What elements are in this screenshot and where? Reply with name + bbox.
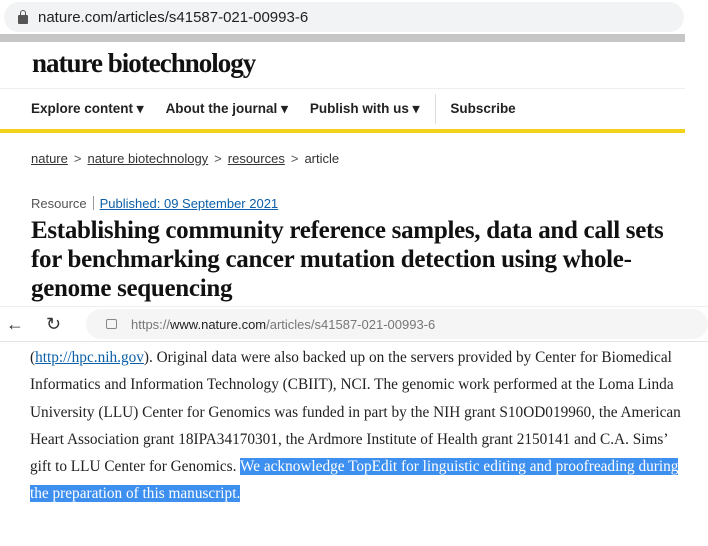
- nav-label: Publish with us: [309, 101, 409, 116]
- breadcrumb: nature > nature biotechnology > resources > ar…: [31, 151, 339, 166]
- article-title: Establishing community reference samples…: [31, 217, 664, 302]
- url-text: nature.com/articles/s41587-021-00993-6: [38, 8, 309, 26]
- accent-bar: [0, 129, 685, 133]
- chevron-down-icon: ▾: [412, 101, 420, 116]
- acknowledgements-text: (http://hpc.nih.gov). Original data were…: [30, 344, 690, 508]
- address-bar[interactable]: https://www.nature.com/articles/s41587-0…: [86, 309, 708, 339]
- url-domain: www.nature.com: [170, 316, 267, 332]
- article-meta: Resource Published: 09 September 2021: [31, 196, 278, 211]
- hpc-link[interactable]: http://hpc.nih.gov: [35, 349, 144, 366]
- divider-strip: [0, 34, 685, 42]
- reload-icon[interactable]: ↻: [46, 313, 62, 334]
- breadcrumb-article: article: [304, 151, 340, 166]
- main-nav: Explore content ▾ About the journal ▾ Pu…: [31, 94, 538, 124]
- back-arrow-icon[interactable]: ←: [6, 313, 24, 334]
- nav-publish[interactable]: Publish with us ▾: [310, 101, 420, 124]
- chevron-down-icon: ▾: [136, 101, 144, 116]
- nav-about-journal[interactable]: About the journal ▾: [166, 101, 288, 124]
- article-type: Resource: [31, 196, 87, 211]
- lock-icon: [106, 319, 117, 329]
- url-path: /articles/s41587-021-00993-6: [266, 316, 436, 332]
- paren: (: [30, 349, 36, 366]
- address-bar-top[interactable]: nature.com/articles/s41587-021-00993-6: [4, 2, 684, 32]
- breadcrumb-resources[interactable]: resources: [227, 151, 285, 166]
- breadcrumb-journal[interactable]: nature biotechnology: [87, 151, 209, 166]
- nav-label: About the journal: [165, 101, 278, 116]
- nav-label: Explore content: [31, 101, 134, 116]
- site-logo[interactable]: nature biotechnology: [32, 48, 256, 78]
- nav-subscribe[interactable]: Subscribe: [450, 101, 516, 116]
- breadcrumb-nature[interactable]: nature: [31, 151, 68, 166]
- url-prefix: https://: [131, 316, 171, 332]
- body-text: ). Original data were also backed up on …: [30, 349, 681, 476]
- divider: [0, 88, 685, 89]
- meta-separator: [92, 196, 94, 210]
- chevron-right-icon: >: [214, 151, 222, 166]
- browser-toolbar: ← ↻ https://www.nature.com/articles/s415…: [0, 306, 708, 342]
- nav-separator: [435, 94, 437, 124]
- chevron-right-icon: >: [290, 151, 299, 166]
- chevron-down-icon: ▾: [281, 101, 288, 116]
- chevron-right-icon: >: [73, 151, 82, 166]
- nav-explore-content[interactable]: Explore content ▾: [31, 101, 144, 124]
- published-date[interactable]: Published: 09 September 2021: [99, 196, 279, 211]
- lock-icon: [18, 9, 28, 24]
